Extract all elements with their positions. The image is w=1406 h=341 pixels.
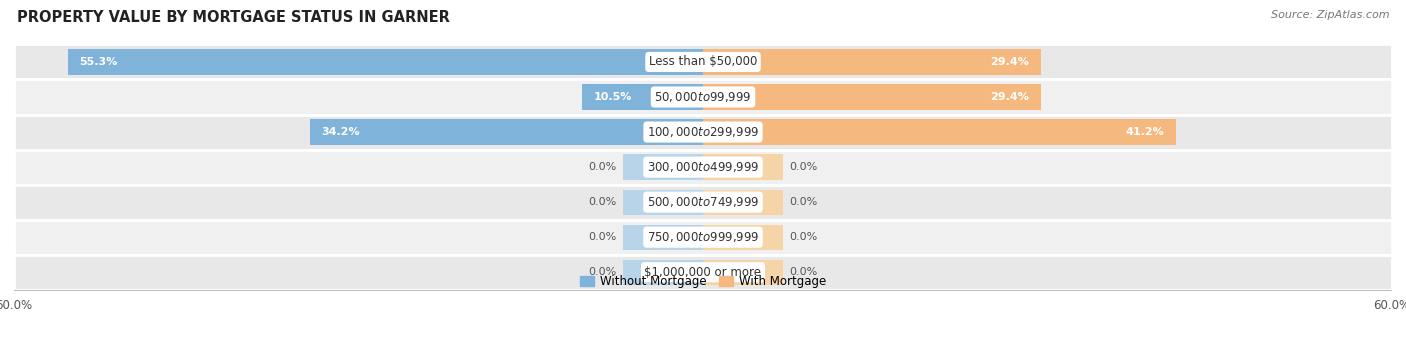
Text: 0.0%: 0.0% (789, 232, 817, 242)
Bar (623, 190, 703, 215)
Text: $500,000 to $749,999: $500,000 to $749,999 (647, 195, 759, 209)
Text: $300,000 to $499,999: $300,000 to $499,999 (647, 160, 759, 174)
Text: $750,000 to $999,999: $750,000 to $999,999 (647, 230, 759, 244)
Text: 34.2%: 34.2% (322, 127, 360, 137)
Text: 41.2%: 41.2% (1126, 127, 1164, 137)
Text: 0.0%: 0.0% (789, 162, 817, 172)
Bar (582, 84, 703, 109)
Bar (703, 225, 783, 250)
Text: $50,000 to $99,999: $50,000 to $99,999 (654, 90, 752, 104)
Text: Less than $50,000: Less than $50,000 (648, 56, 758, 69)
Bar (14, 255, 1392, 290)
Bar (14, 115, 1392, 150)
Text: 29.4%: 29.4% (990, 57, 1029, 67)
Text: Source: ZipAtlas.com: Source: ZipAtlas.com (1271, 10, 1389, 20)
Legend: Without Mortgage, With Mortgage: Without Mortgage, With Mortgage (575, 270, 831, 292)
Text: 0.0%: 0.0% (589, 232, 617, 242)
Bar (703, 190, 783, 215)
Bar (14, 150, 1392, 184)
Bar (14, 79, 1392, 115)
Text: 0.0%: 0.0% (589, 162, 617, 172)
Text: 29.4%: 29.4% (990, 92, 1029, 102)
Text: $100,000 to $299,999: $100,000 to $299,999 (647, 125, 759, 139)
Text: 0.0%: 0.0% (589, 267, 617, 277)
Bar (623, 154, 703, 180)
Text: 10.5%: 10.5% (593, 92, 633, 102)
Bar (703, 84, 1040, 109)
Bar (14, 44, 1392, 79)
Bar (67, 49, 703, 75)
Text: 55.3%: 55.3% (80, 57, 118, 67)
Text: $1,000,000 or more: $1,000,000 or more (644, 266, 762, 279)
Bar (623, 225, 703, 250)
Bar (311, 119, 703, 145)
Bar (14, 184, 1392, 220)
Text: 0.0%: 0.0% (789, 267, 817, 277)
Text: 0.0%: 0.0% (789, 197, 817, 207)
Bar (703, 260, 783, 285)
Bar (703, 154, 783, 180)
Bar (703, 49, 1040, 75)
Text: PROPERTY VALUE BY MORTGAGE STATUS IN GARNER: PROPERTY VALUE BY MORTGAGE STATUS IN GAR… (17, 10, 450, 25)
Bar (623, 260, 703, 285)
Bar (703, 119, 1175, 145)
Bar (14, 220, 1392, 255)
Text: 0.0%: 0.0% (589, 197, 617, 207)
